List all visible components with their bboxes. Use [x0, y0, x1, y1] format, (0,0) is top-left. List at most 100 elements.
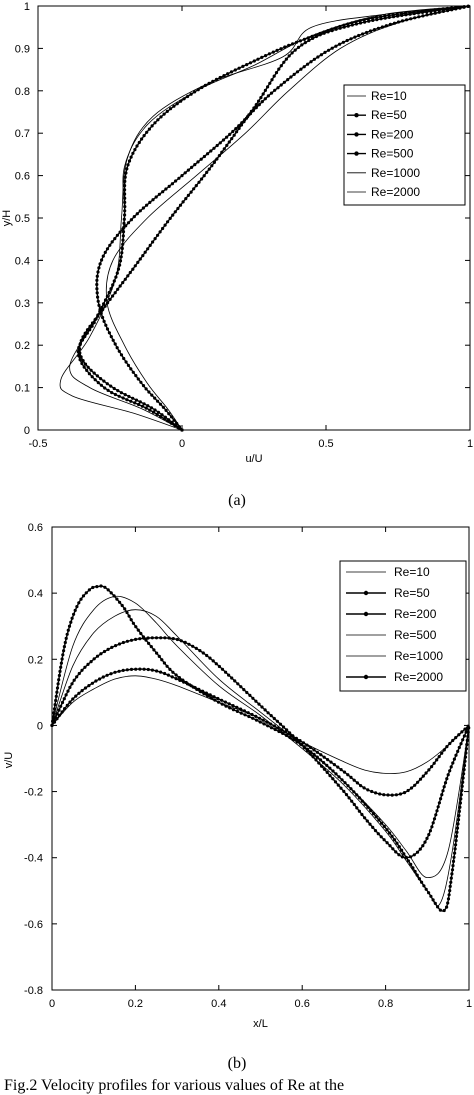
series-marker	[459, 793, 463, 797]
series-marker	[206, 694, 210, 698]
series-marker	[350, 799, 354, 803]
series-marker	[227, 140, 231, 144]
series-marker	[228, 132, 232, 136]
series-marker	[165, 664, 169, 668]
series-marker	[234, 127, 238, 131]
series-marker	[266, 711, 270, 715]
series-marker	[150, 393, 154, 397]
series-marker	[430, 765, 434, 769]
series-marker	[57, 708, 61, 712]
chart-a: -0.5 0 0.5 100.10.20.30.40.50.60.70.80.91u/…	[1, 1, 473, 465]
series-marker	[209, 696, 213, 700]
series-marker	[129, 638, 134, 642]
series-marker	[212, 146, 216, 150]
series-marker	[109, 384, 113, 388]
series-marker	[81, 359, 85, 363]
series-marker	[65, 703, 69, 707]
axes-box	[37, 5, 471, 431]
series-marker	[117, 642, 122, 646]
series-marker	[89, 660, 93, 664]
series-marker	[151, 240, 155, 244]
legend-entry: Re=200	[346, 607, 437, 621]
series-marker	[463, 727, 467, 731]
series-marker	[462, 763, 467, 768]
series-marker	[105, 382, 109, 386]
y-tick-label: 0.2	[15, 340, 30, 352]
series-marker	[150, 636, 154, 640]
series-marker	[339, 786, 343, 790]
series-marker	[160, 658, 164, 662]
series-marker	[263, 708, 267, 712]
series-marker	[66, 628, 70, 632]
series-marker	[134, 398, 139, 402]
series-marker	[446, 773, 450, 777]
series-marker	[394, 850, 398, 854]
legend-label: Re=200	[371, 127, 414, 141]
series-marker	[125, 167, 129, 171]
series-marker	[191, 644, 195, 648]
series-marker	[207, 167, 211, 171]
series-marker	[388, 22, 392, 26]
series-marker	[103, 585, 107, 589]
series-marker	[55, 686, 60, 690]
series-marker	[266, 85, 270, 89]
legend-marker	[363, 674, 369, 680]
series-marker	[371, 812, 376, 816]
series-marker	[340, 778, 344, 782]
series-marker	[68, 700, 72, 704]
series-marker	[233, 68, 237, 72]
series-marker	[159, 636, 163, 640]
series-marker	[331, 777, 335, 781]
series-marker	[277, 729, 281, 734]
series-marker	[131, 621, 135, 625]
series-marker	[64, 693, 68, 697]
series-marker	[451, 859, 456, 864]
series-marker	[153, 237, 157, 241]
series-marker	[139, 631, 143, 636]
series-marker	[436, 805, 440, 809]
x-tick-label: 0.8	[378, 998, 393, 1010]
series-marker	[224, 704, 228, 708]
x-tick-label: 0.4	[211, 998, 226, 1010]
series-marker	[129, 367, 133, 371]
series-marker	[233, 679, 237, 683]
series-marker	[112, 594, 116, 598]
series-marker	[436, 905, 440, 909]
series-marker	[242, 120, 246, 124]
series-marker	[146, 404, 150, 408]
series-marker	[158, 230, 162, 234]
series-marker	[366, 805, 370, 809]
series-marker	[202, 174, 206, 178]
series-marker	[188, 683, 192, 687]
series-marker	[74, 694, 78, 698]
series-marker	[463, 755, 468, 759]
series-marker	[275, 719, 279, 723]
series-marker	[61, 653, 65, 657]
series-marker	[455, 830, 459, 834]
series-marker	[96, 299, 100, 303]
series-marker	[393, 838, 397, 842]
series-marker	[311, 755, 315, 759]
series-marker	[108, 243, 112, 247]
y-tick-label: 0.6	[28, 522, 43, 534]
series-marker	[453, 847, 457, 851]
series-marker	[435, 758, 439, 762]
series-marker	[113, 237, 117, 241]
series-marker	[172, 104, 176, 108]
series-marker	[457, 814, 461, 818]
series-marker	[380, 821, 384, 825]
series-marker	[129, 218, 133, 222]
series-marker	[338, 42, 342, 46]
series-marker	[387, 13, 391, 17]
series-marker	[342, 789, 346, 794]
series-marker	[174, 677, 178, 681]
series-marker	[83, 686, 88, 690]
series-marker	[142, 667, 146, 671]
series-marker	[159, 670, 163, 674]
series-marker	[251, 696, 255, 700]
series-marker	[451, 761, 455, 765]
series-marker	[60, 710, 64, 714]
series-marker	[465, 738, 469, 743]
series-marker	[98, 262, 102, 266]
series-marker	[119, 353, 124, 357]
